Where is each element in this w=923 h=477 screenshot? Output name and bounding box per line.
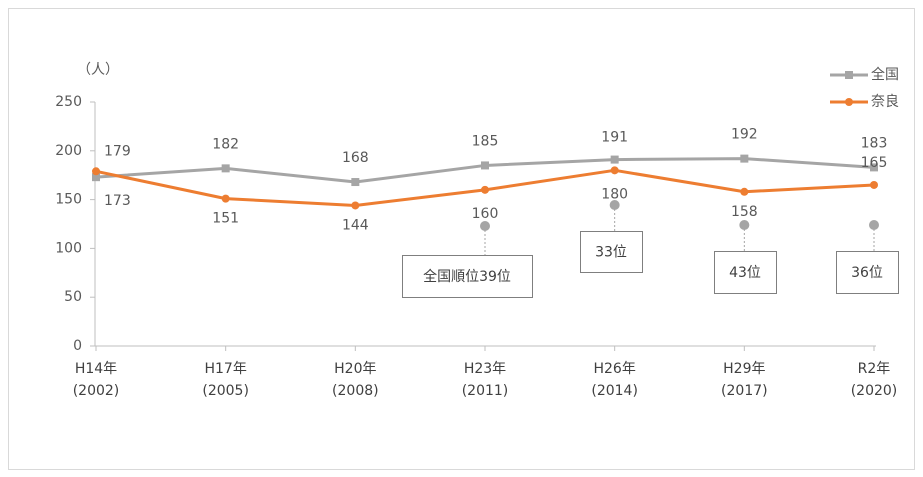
marker: [221, 194, 230, 203]
marker: [610, 155, 619, 164]
marker: [870, 163, 878, 172]
data-label: 185: [472, 133, 499, 149]
x-tick-label: H20年 (2008): [332, 361, 379, 399]
data-label: 144: [342, 217, 369, 233]
data-label: 183: [861, 135, 888, 151]
data-label: 173: [104, 193, 131, 209]
data-label: 151: [212, 211, 239, 227]
x-tick-label: H26年 (2014): [591, 361, 638, 399]
legend-marker: [845, 71, 853, 79]
marker: [92, 173, 100, 182]
x-tick-label: R2年 (2020): [850, 361, 898, 399]
data-label: 182: [212, 136, 239, 152]
data-label: 192: [731, 127, 758, 143]
annotation-box: [836, 251, 899, 294]
annotation-dot: [609, 200, 620, 210]
annotation-dot: [480, 221, 490, 231]
marker: [740, 154, 749, 163]
x-tick-label: H14年 (2002): [72, 361, 120, 399]
data-label: 158: [731, 204, 758, 220]
annotation-text: 33位: [595, 245, 627, 261]
annotation-box: [402, 255, 533, 298]
marker: [870, 180, 878, 189]
marker: [740, 187, 749, 196]
annotation-box: [714, 251, 777, 294]
y-tick-label: 50: [64, 289, 82, 305]
x-tick-label: H23年 (2011): [461, 361, 509, 399]
annotation-text: 全国順位39位: [423, 268, 511, 285]
marker: [351, 201, 360, 210]
annotation-text: 36位: [851, 265, 883, 281]
y-tick-label: 150: [55, 192, 82, 208]
data-label: 180: [601, 186, 628, 202]
marker: [610, 166, 619, 175]
legend-label: 奈良: [871, 94, 899, 110]
x-tick-label: H29年 (2017): [721, 361, 768, 399]
marker: [221, 164, 230, 173]
y-axis-label: （人）: [77, 62, 119, 78]
annotation-box: [580, 231, 643, 273]
data-label: 160: [472, 206, 499, 222]
marker: [481, 185, 489, 194]
data-label: 168: [342, 150, 369, 166]
x-tick-label: H17年 (2005): [202, 361, 249, 399]
annotation-dot: [869, 220, 879, 230]
y-tick-label: 0: [73, 338, 82, 354]
annotation-dot: [739, 220, 750, 230]
legend-label: 全国: [871, 66, 899, 83]
y-tick-label: 200: [55, 143, 82, 159]
annotation-text: 43位: [729, 265, 761, 281]
y-tick-label: 250: [55, 94, 82, 110]
data-label: 191: [601, 130, 628, 146]
chart-border: [8, 8, 915, 470]
marker: [481, 161, 489, 170]
data-label: 179: [104, 143, 131, 159]
data-label: 165: [861, 155, 888, 171]
marker: [92, 167, 100, 176]
y-tick-label: 100: [55, 240, 82, 256]
legend-marker: [845, 98, 853, 106]
marker: [351, 178, 360, 187]
